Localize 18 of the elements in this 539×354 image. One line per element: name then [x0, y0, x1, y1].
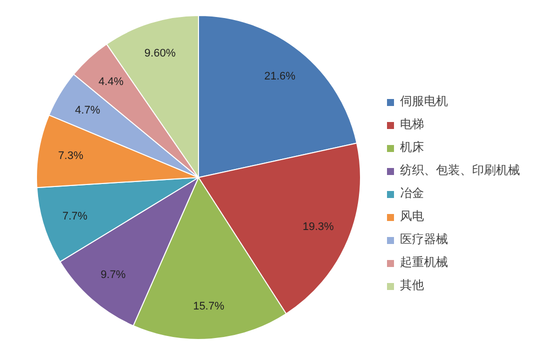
data-label: 4.4%: [98, 76, 124, 88]
data-label: 7.3%: [58, 150, 84, 162]
legend-label: 纺织、包装、印刷机械: [400, 162, 520, 179]
data-label: 15.7%: [193, 300, 224, 313]
data-label: 4.7%: [75, 104, 100, 116]
legend-label: 起重机械: [400, 254, 448, 271]
legend-label: 医疗器械: [400, 231, 448, 248]
data-label: 21.6%: [264, 70, 296, 83]
data-label: 19.3%: [302, 221, 334, 234]
legend-label: 电梯: [400, 116, 424, 133]
legend-label: 机床: [400, 139, 424, 156]
data-label: 7.7%: [62, 210, 88, 222]
data-label: 9.60%: [144, 48, 176, 60]
legend-label: 冶金: [400, 185, 424, 202]
legend-label: 伺服电机: [400, 93, 448, 110]
legend-label: 风电: [400, 208, 424, 225]
legend-label: 其他: [400, 277, 424, 294]
data-label: 9.7%: [100, 268, 126, 281]
